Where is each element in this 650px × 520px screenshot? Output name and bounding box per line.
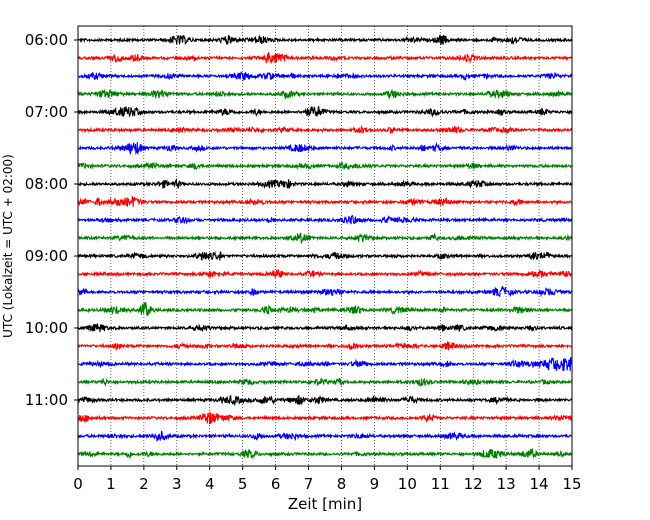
x-axis-label: Zeit [min] (288, 495, 362, 513)
x-tick-label: 5 (238, 475, 248, 493)
x-tick-label: 2 (139, 475, 149, 493)
trace-1030 (77, 356, 573, 372)
x-tick-label: 7 (304, 475, 314, 493)
trace-0830 (77, 214, 573, 225)
trace-1145 (77, 447, 573, 460)
x-tick-label: 0 (73, 475, 83, 493)
y-axis: 06:00 07:00 08:00 09:00 10:00 11:00 (25, 31, 78, 409)
trace-group (77, 33, 573, 460)
y-axis-label: UTC (Lokalzeit = UTC + 02:00) (1, 154, 15, 338)
trace-0900 (77, 250, 573, 261)
x-tick-label: 8 (337, 475, 347, 493)
x-tick-label: 4 (205, 475, 215, 493)
trace-1015 (77, 340, 573, 352)
x-tick-label: 15 (562, 475, 581, 493)
y-tick-label: 07:00 (25, 103, 68, 121)
trace-0630 (77, 71, 573, 82)
x-tick-label: 13 (497, 475, 516, 493)
grid-lines (110, 26, 540, 466)
x-tick-label: 1 (106, 475, 116, 493)
trace-0645 (77, 88, 573, 100)
x-axis: 0 1 2 3 4 5 6 7 8 9 10 11 12 13 14 15 (73, 466, 582, 493)
trace-0815 (77, 196, 573, 207)
x-tick-label: 3 (172, 475, 182, 493)
trace-0730 (77, 141, 573, 156)
x-tick-label: 12 (464, 475, 483, 493)
trace-1115 (77, 411, 573, 425)
trace-0615 (77, 52, 573, 65)
trace-0715 (77, 124, 573, 135)
trace-0700 (77, 105, 573, 118)
y-tick-label: 11:00 (25, 391, 68, 409)
plot-frame (77, 25, 573, 467)
trace-1000 (77, 323, 573, 333)
y-tick-label: 10:00 (25, 319, 68, 337)
trace-1045 (77, 377, 573, 387)
y-tick-label: 06:00 (25, 31, 68, 49)
trace-0915 (77, 269, 573, 279)
trace-0800 (77, 178, 573, 190)
trace-0845 (77, 232, 573, 245)
x-tick-label: 14 (530, 475, 549, 493)
y-tick-label: 09:00 (25, 247, 68, 265)
x-tick-label: 6 (271, 475, 281, 493)
trace-0600 (77, 33, 573, 46)
y-tick-label: 08:00 (25, 175, 68, 193)
x-tick-label: 9 (370, 475, 380, 493)
trace-0745 (77, 161, 573, 171)
x-tick-label: 11 (431, 475, 450, 493)
x-tick-label: 10 (398, 475, 417, 493)
trace-1130 (77, 430, 573, 442)
trace-0945 (77, 301, 573, 317)
trace-1100 (77, 394, 573, 407)
trace-0930 (77, 285, 573, 298)
